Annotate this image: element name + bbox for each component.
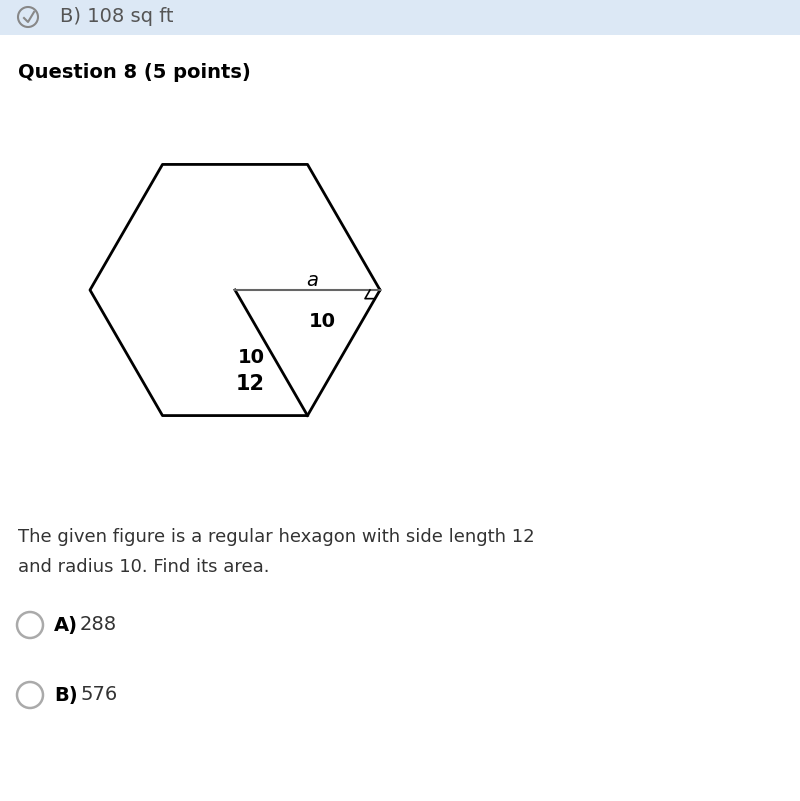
Text: 12: 12 (235, 373, 265, 393)
Text: B): B) (54, 686, 78, 705)
Text: The given figure is a regular hexagon with side length 12: The given figure is a regular hexagon wi… (18, 528, 534, 546)
Text: Question 8 (5 points): Question 8 (5 points) (18, 62, 250, 82)
Text: 288: 288 (80, 615, 117, 634)
Text: a: a (306, 271, 318, 289)
Text: and radius 10. Find its area.: and radius 10. Find its area. (18, 558, 270, 576)
Text: B) 108 sq ft: B) 108 sq ft (60, 7, 174, 26)
Text: 576: 576 (80, 686, 118, 705)
Text: 10: 10 (309, 312, 336, 331)
Text: A): A) (54, 615, 78, 634)
Text: 10: 10 (238, 348, 265, 368)
Bar (0, 0, 800, 35)
